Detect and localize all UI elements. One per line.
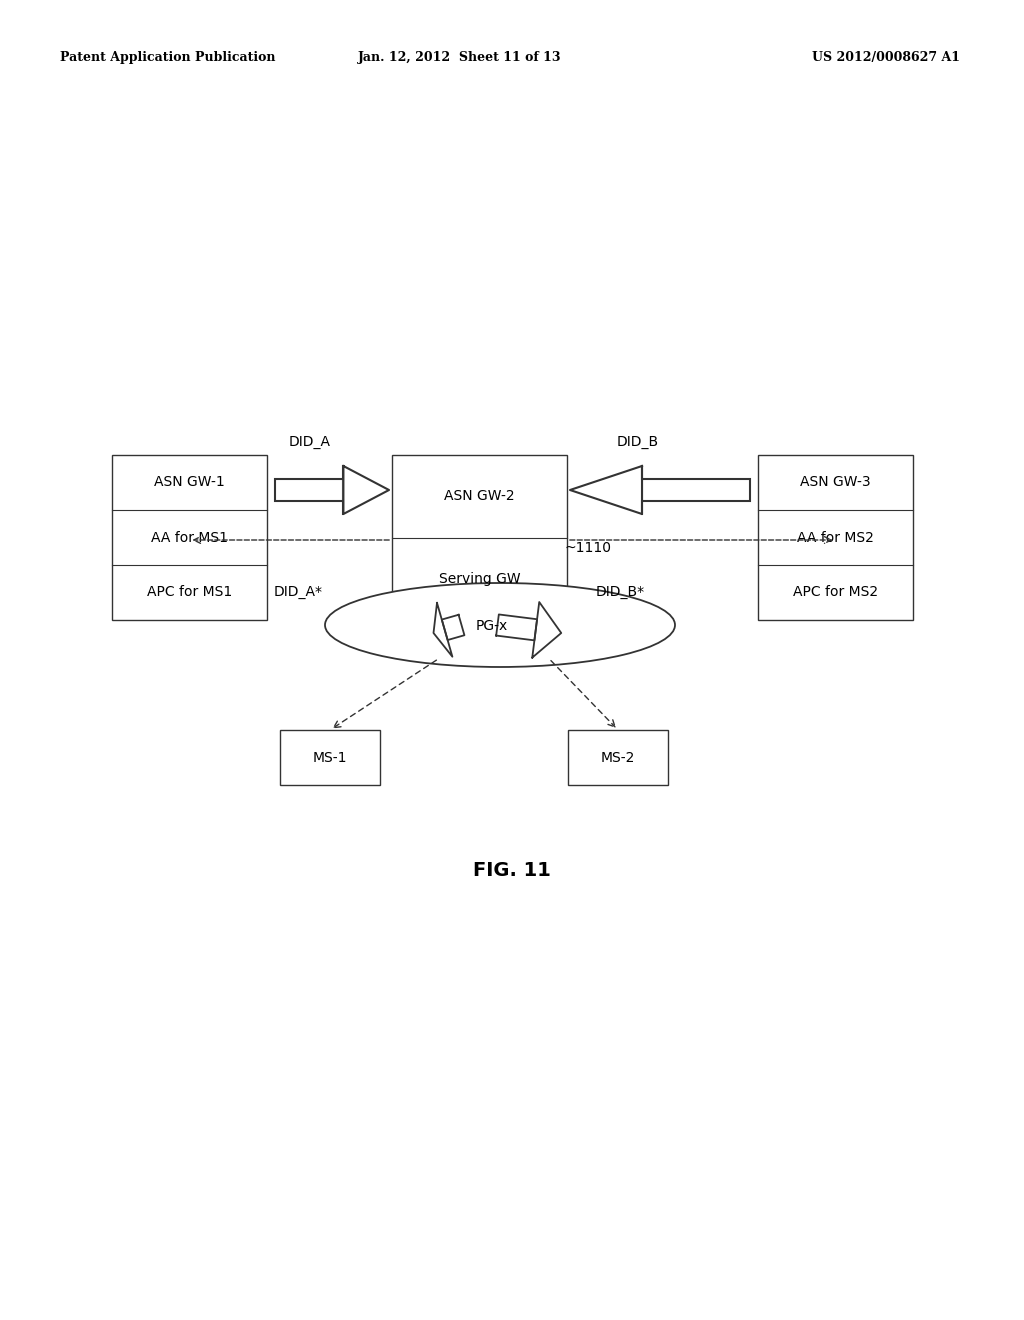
Polygon shape <box>570 466 642 513</box>
Bar <box>392 455 567 620</box>
Bar <box>642 479 750 500</box>
Text: ASN GW-2: ASN GW-2 <box>444 490 515 503</box>
Text: DID_B: DID_B <box>616 436 659 449</box>
Text: APC for MS2: APC for MS2 <box>793 586 878 599</box>
Text: AA for MS1: AA for MS1 <box>151 531 228 544</box>
Bar <box>758 455 913 620</box>
Text: Patent Application Publication: Patent Application Publication <box>60 51 275 65</box>
Text: ~1110: ~1110 <box>564 541 611 554</box>
Text: US 2012/0008627 A1: US 2012/0008627 A1 <box>812 51 961 65</box>
Polygon shape <box>433 603 453 657</box>
Text: AA for MS2: AA for MS2 <box>797 531 873 544</box>
Text: PG-x: PG-x <box>476 619 508 634</box>
Text: ASN GW-3: ASN GW-3 <box>800 475 870 490</box>
Text: DID_A: DID_A <box>289 436 331 449</box>
Text: DID_B*: DID_B* <box>595 585 644 599</box>
Text: Serving GW: Serving GW <box>438 572 520 586</box>
Polygon shape <box>497 614 537 640</box>
Polygon shape <box>343 466 389 513</box>
Text: FIG. 11: FIG. 11 <box>473 861 551 879</box>
Bar <box>568 730 668 785</box>
Text: Jan. 12, 2012  Sheet 11 of 13: Jan. 12, 2012 Sheet 11 of 13 <box>358 51 562 65</box>
Text: DID_A*: DID_A* <box>273 585 323 599</box>
Text: MS-1: MS-1 <box>312 751 347 764</box>
Bar <box>275 479 343 500</box>
Polygon shape <box>532 602 561 657</box>
Polygon shape <box>441 615 465 640</box>
Text: MS-2: MS-2 <box>601 751 635 764</box>
Ellipse shape <box>325 583 675 667</box>
Text: APC for MS1: APC for MS1 <box>146 586 232 599</box>
Text: ASN GW-1: ASN GW-1 <box>155 475 225 490</box>
Bar <box>112 455 267 620</box>
Bar <box>280 730 380 785</box>
